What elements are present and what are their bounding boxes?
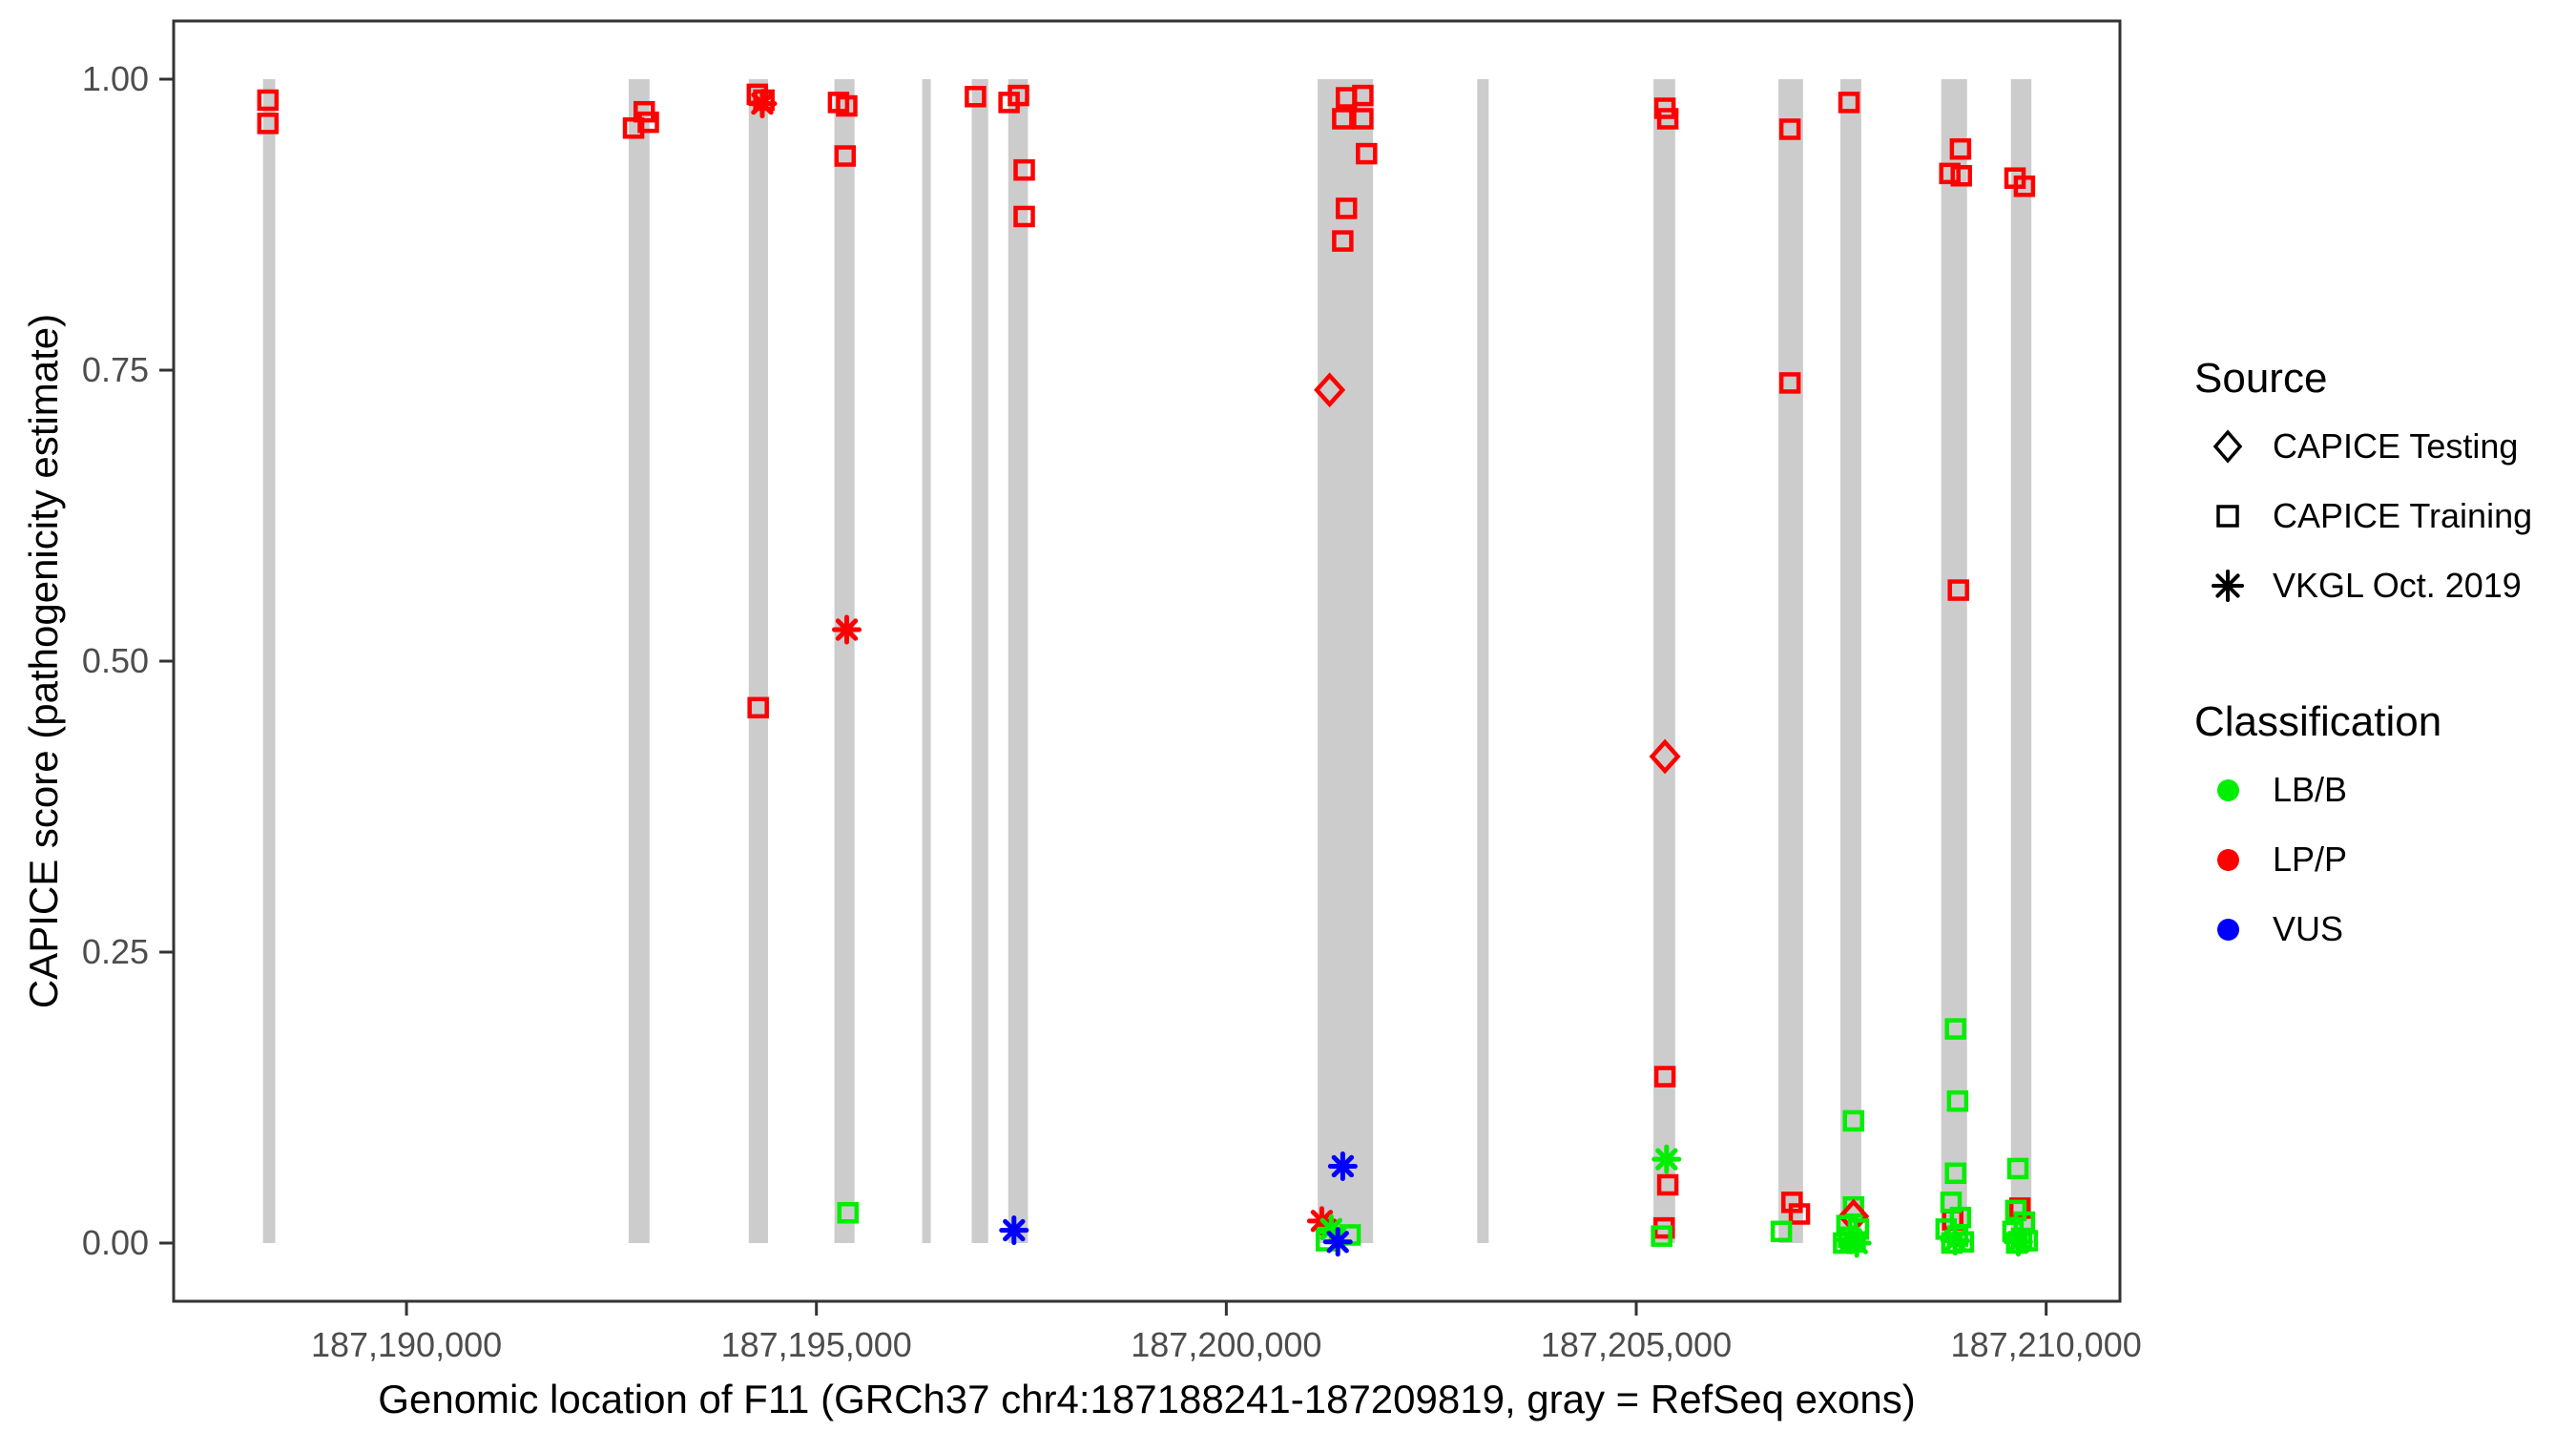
data-point-training-square: [837, 1202, 860, 1224]
panel-border: [172, 19, 2122, 1303]
exon-bar: [1318, 79, 1374, 1243]
data-point-training-square: [1013, 158, 1035, 181]
data-point-training-square: [1778, 372, 1801, 394]
data-point-vkgl-asterisk: [1652, 1144, 1682, 1174]
exon-bar: [262, 79, 276, 1243]
x-tick-label: 187,205,000: [1541, 1325, 1732, 1364]
data-point-training-square: [1656, 1173, 1679, 1196]
data-point-training-square: [1788, 1203, 1811, 1225]
data-point-vkgl-asterisk: [1841, 1228, 1872, 1258]
exon-bar: [1008, 79, 1028, 1243]
x-axis-title: Genomic location of F11 (GRCh37 chr4:187…: [378, 1377, 1916, 1421]
exon-bar: [1778, 79, 1803, 1243]
legend-title-classification: Classification: [2194, 698, 2442, 745]
exon-bar: [1941, 79, 1967, 1243]
legend-item-lpp: LP/P: [2204, 831, 2347, 888]
data-point-training-square: [1838, 92, 1860, 114]
exon-bar: [1477, 79, 1489, 1243]
data-point-training-square: [1656, 108, 1679, 130]
green-dot-icon: [2204, 766, 2252, 814]
data-point-training-square: [1352, 84, 1374, 107]
data-point-training-square: [1946, 1089, 1969, 1112]
exon-bar: [628, 79, 650, 1243]
asterisk-icon: [2204, 562, 2252, 610]
data-point-training-square: [1944, 1162, 1966, 1185]
data-point-training-square: [257, 113, 280, 135]
data-point-training-square: [2013, 175, 2036, 197]
data-point-training-square: [1950, 165, 1972, 187]
exon-bar: [834, 79, 855, 1243]
y-tick-label: 0.25: [82, 932, 149, 971]
data-point-vkgl-asterisk: [1327, 1151, 1358, 1181]
data-point-training-square: [1778, 118, 1801, 140]
data-point-training-square: [2006, 1157, 2029, 1180]
data-point-training-square: [1651, 1225, 1672, 1247]
legend-item-vkgl: VKGL Oct. 2019: [2204, 557, 2522, 614]
y-tick-label: 1.00: [82, 59, 149, 98]
data-point-vkgl-asterisk: [831, 614, 862, 645]
exon-bar: [971, 79, 988, 1243]
legend-item-capice-testing: CAPICE Testing: [2204, 418, 2518, 475]
x-tick-label: 187,190,000: [311, 1325, 502, 1364]
red-dot-icon: [2204, 836, 2252, 883]
y-axis-title: CAPICE score (pathogenicity estimate): [21, 313, 66, 1009]
exon-bar: [1839, 79, 1861, 1243]
legend-label: VUS: [2273, 909, 2344, 948]
square-icon: [2204, 492, 2252, 540]
x-tick-label: 187,200,000: [1131, 1325, 1321, 1364]
x-tick-label: 187,210,000: [1951, 1325, 2142, 1364]
exon-bar: [2010, 79, 2032, 1243]
data-point-training-square: [1335, 197, 1358, 219]
data-point-training-square: [1332, 108, 1354, 130]
data-point-training-square: [1356, 142, 1378, 165]
legend-item-vus: VUS: [2204, 901, 2343, 958]
legend-label: LB/B: [2273, 770, 2348, 809]
data-point-training-square: [965, 86, 987, 108]
data-point-training-square: [257, 89, 280, 112]
data-point-training-square: [1653, 1066, 1676, 1088]
data-point-training-square: [1352, 108, 1374, 130]
data-point-vkgl-asterisk: [1322, 1227, 1353, 1257]
legend-item-capice-training: CAPICE Training: [2204, 487, 2532, 545]
data-point-training-square: [1949, 137, 1972, 160]
legend-item-lbb: LB/B: [2204, 761, 2347, 819]
y-tick-label: 0.00: [82, 1223, 149, 1262]
data-point-vkgl-asterisk: [747, 89, 778, 119]
legend-label: VKGL Oct. 2019: [2273, 566, 2522, 605]
data-point-testing-diamond: [1314, 372, 1346, 408]
data-point-training-square: [1944, 1018, 1966, 1040]
exon-bar: [1653, 79, 1675, 1243]
data-point-training-square: [1939, 162, 1961, 185]
y-tick-label: 0.75: [82, 350, 149, 389]
data-point-training-square: [998, 92, 1020, 114]
x-tick-label: 187,195,000: [721, 1325, 912, 1364]
legend-label: CAPICE Testing: [2273, 426, 2519, 466]
blue-dot-icon: [2204, 905, 2252, 953]
data-point-training-square: [1770, 1220, 1793, 1243]
data-point-training-square: [1332, 230, 1354, 252]
legend-title-source: Source: [2194, 355, 2328, 402]
data-point-testing-diamond: [1649, 738, 1681, 775]
exon-bar: [748, 79, 768, 1243]
data-point-vkgl-asterisk: [999, 1215, 1029, 1246]
data-point-training-square: [1842, 1110, 1864, 1132]
legend-label: LP/P: [2273, 840, 2348, 879]
exon-bar: [922, 79, 931, 1243]
diamond-icon: [2204, 423, 2252, 470]
data-point-training-square: [2008, 1197, 2031, 1219]
data-point-vkgl-asterisk: [1940, 1226, 1970, 1256]
data-point-training-square: [834, 145, 857, 167]
data-point-training-square: [1013, 205, 1035, 228]
y-tick-label: 0.50: [82, 641, 149, 680]
data-point-training-square: [622, 116, 645, 139]
data-point-vkgl-asterisk: [2003, 1227, 2033, 1257]
legend-label: CAPICE Training: [2273, 496, 2533, 535]
data-point-training-square: [637, 111, 659, 134]
data-point-training-square: [836, 94, 858, 117]
data-point-training-square: [1947, 579, 1969, 601]
data-point-training-square: [747, 696, 769, 719]
